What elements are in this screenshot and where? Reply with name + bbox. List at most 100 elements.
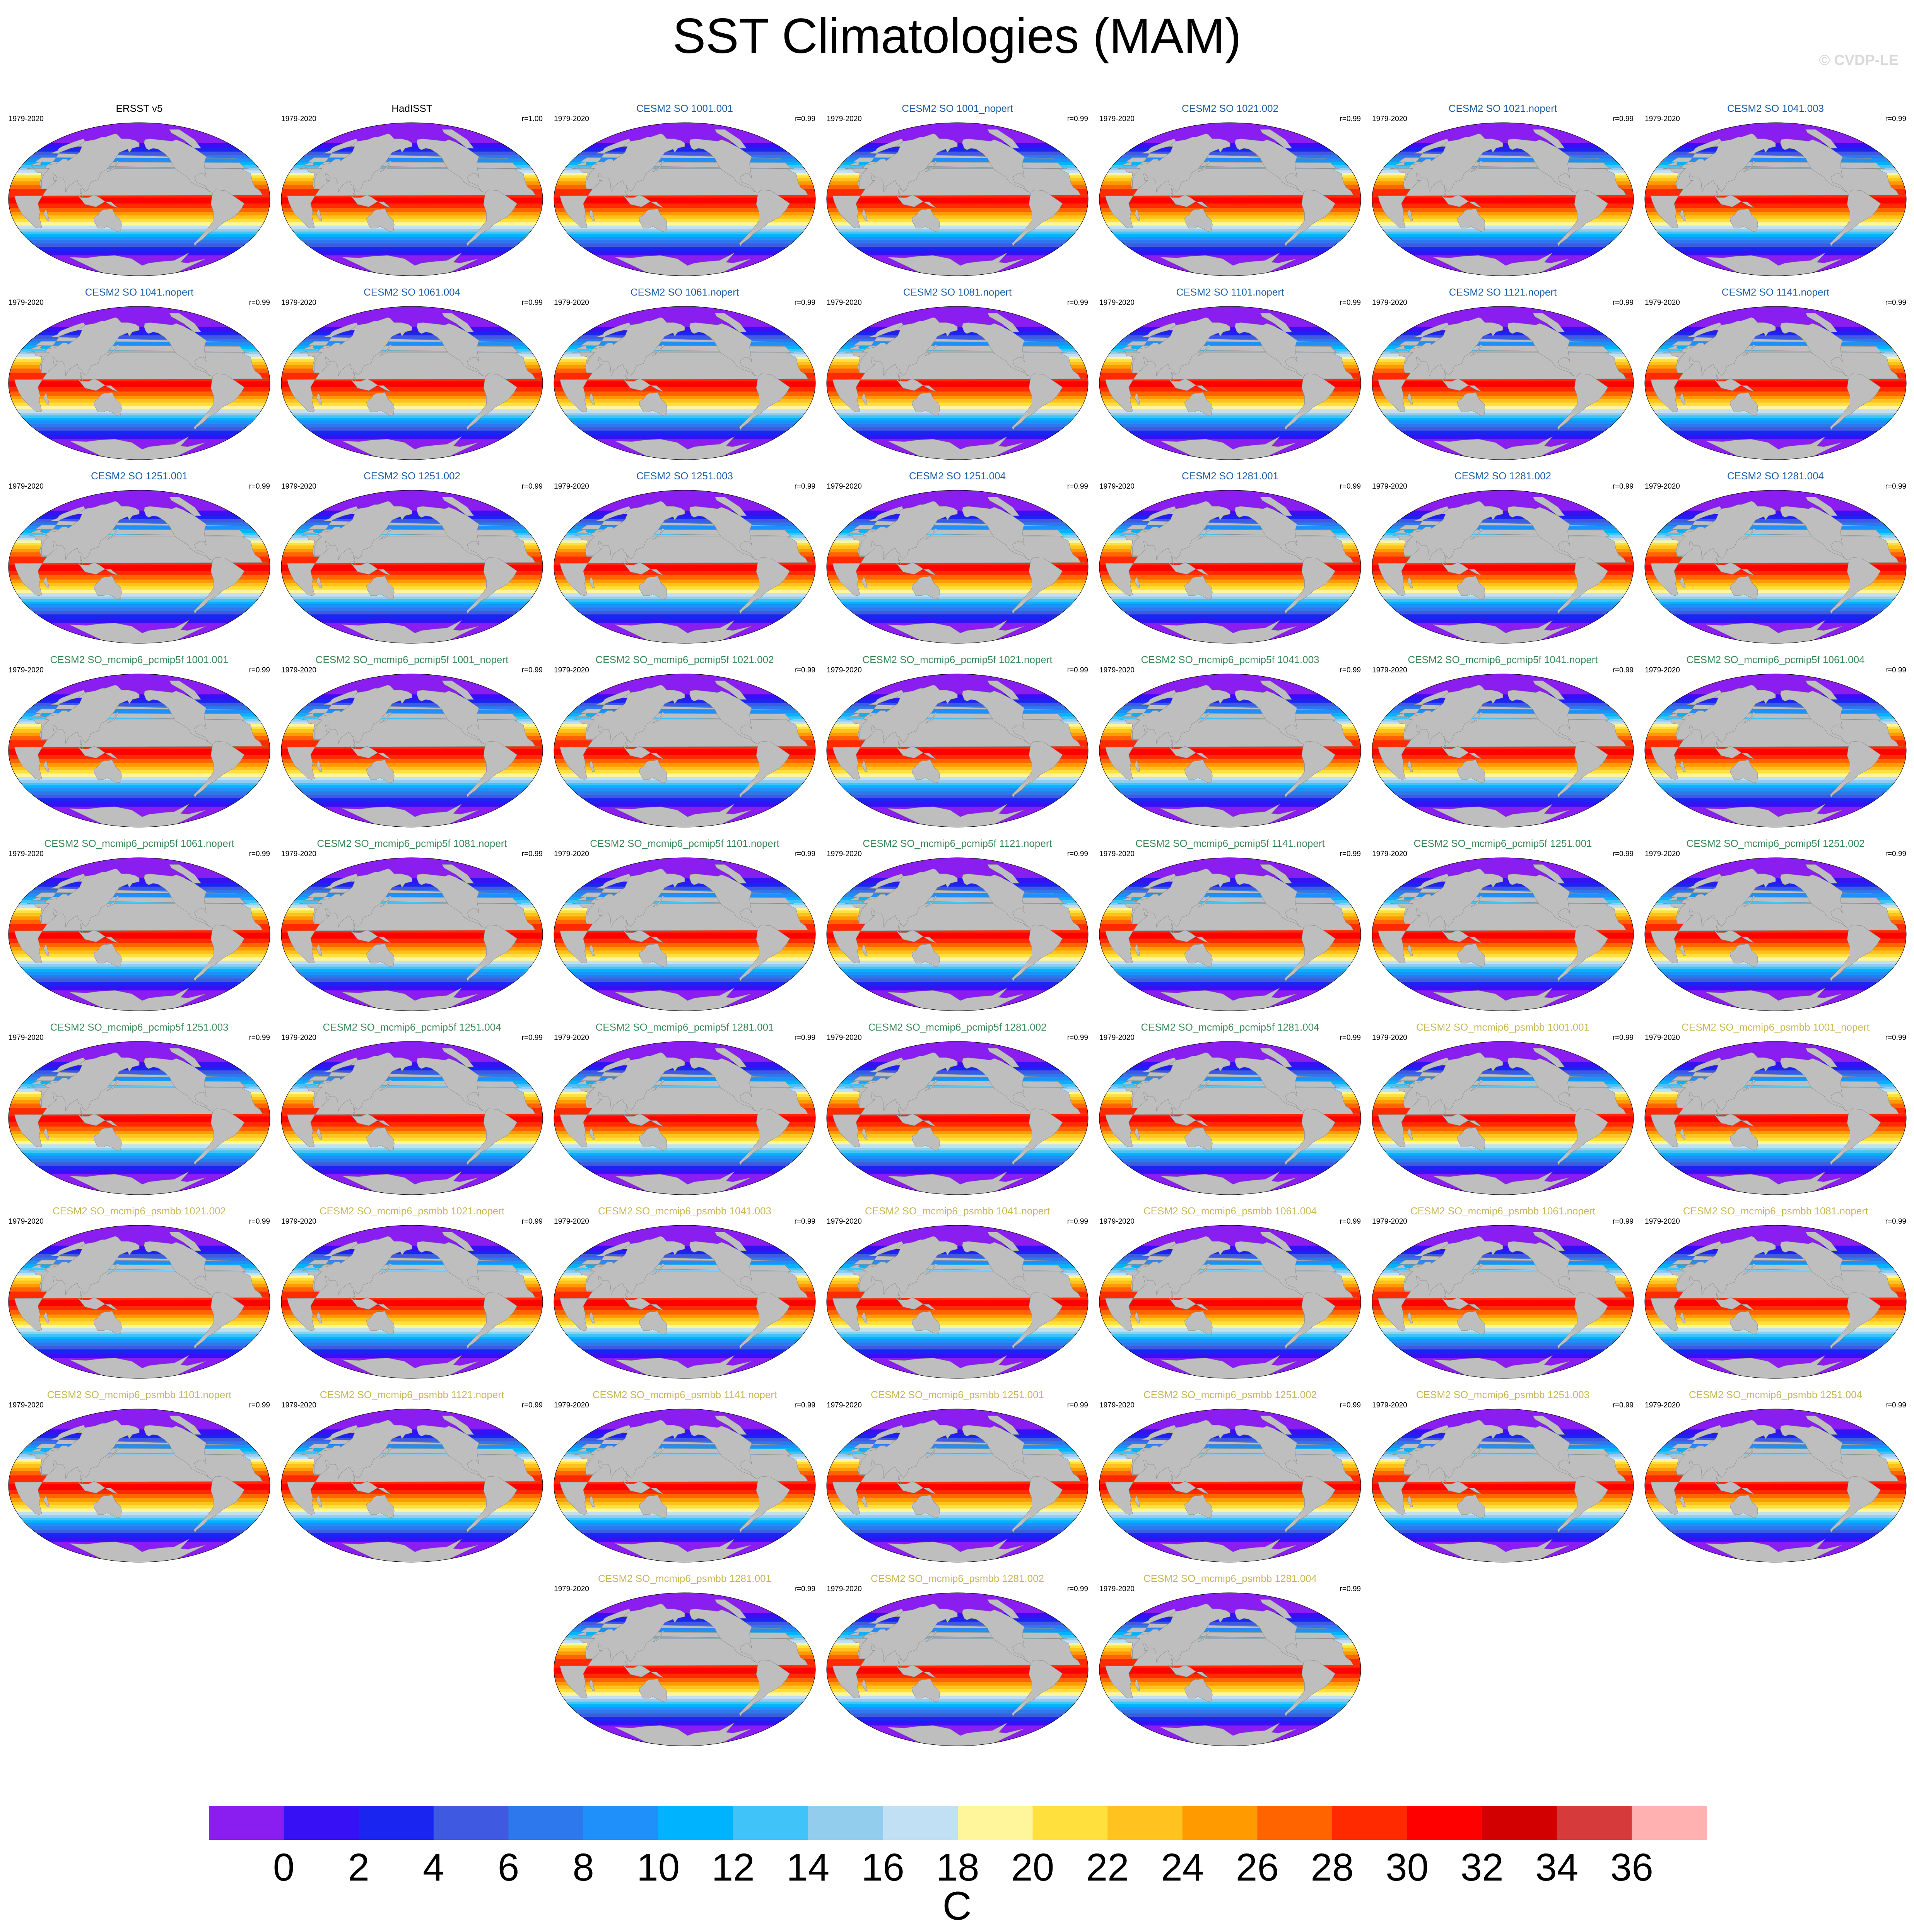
sst-band: [281, 798, 543, 803]
sst-band: [1645, 966, 1906, 969]
land-mass: [623, 746, 663, 759]
panel-period: 1979-2020: [827, 1217, 862, 1226]
sst-band: [1099, 1141, 1361, 1145]
land-mass: [1012, 1292, 1063, 1349]
sst-band: [554, 1533, 815, 1538]
land-mass: [366, 392, 395, 416]
land-mass: [77, 1297, 118, 1311]
sst-band: [827, 604, 1088, 608]
sst-band: [9, 1537, 270, 1542]
map-border: [1372, 1041, 1634, 1195]
sst-band: [1099, 1518, 1361, 1521]
sst-band: [827, 773, 1088, 777]
sst-band: [554, 583, 815, 587]
sst-band: [1099, 516, 1361, 520]
land-mass: [586, 1604, 685, 1669]
land-mass: [193, 925, 245, 981]
sst-band: [554, 1166, 815, 1170]
sst-band: [281, 614, 543, 619]
colorbar-tick-label: 32: [1460, 1846, 1504, 1889]
map-border: [281, 122, 543, 276]
sst-band: [1372, 791, 1634, 795]
sst-band: [827, 306, 1088, 327]
land-mass: [14, 168, 267, 229]
sst-band: [1645, 943, 1906, 947]
land-mass: [41, 501, 140, 566]
land-mass: [342, 253, 478, 276]
land-mass: [1677, 1236, 1776, 1301]
sst-band: [1099, 893, 1361, 897]
sst-band: [9, 424, 270, 427]
sst-band: [1372, 526, 1634, 530]
colorbar-box: [1407, 1806, 1482, 1840]
land-mass: [169, 313, 202, 332]
land-mass: [1160, 436, 1297, 460]
sst-band: [1645, 1526, 1906, 1530]
panel-correlation: r=0.99: [1885, 1217, 1906, 1226]
sst-band: [554, 399, 815, 403]
sst-band: [1372, 409, 1634, 413]
sst-band: [1099, 1438, 1361, 1442]
sst-band: [1645, 1349, 1906, 1354]
panel-title: CESM2 SO 1281.001: [1181, 470, 1279, 482]
sst-band: [281, 1153, 543, 1156]
land-mass: [366, 1494, 395, 1518]
land-mass: [1714, 746, 1754, 759]
panel-correlation: r=1.00: [521, 115, 543, 123]
panel-period: 1979-2020: [9, 1034, 44, 1042]
sst-band: [1099, 1155, 1361, 1159]
panel-period: 1979-2020: [1372, 482, 1407, 491]
sst-band: [1372, 251, 1634, 256]
sst-band: [1099, 1593, 1361, 1614]
sst-band: [1645, 1518, 1906, 1521]
sst-band: [827, 597, 1088, 600]
sst-band: [1372, 954, 1634, 957]
land-mass: [314, 869, 412, 934]
sst-band: [827, 986, 1088, 991]
sst-band: [554, 971, 815, 976]
panel-title: CESM2 SO_mcmip6_pcmip5f 1041.003: [1141, 654, 1319, 665]
land-mass: [589, 1311, 595, 1323]
land-mass: [652, 1263, 665, 1275]
land-mass: [144, 1241, 212, 1295]
sst-band: [281, 1520, 543, 1523]
sst-band: [1372, 1070, 1634, 1074]
land-mass: [350, 195, 391, 208]
sst-band: [9, 1141, 270, 1145]
land-mass: [560, 351, 812, 412]
sst-band: [9, 788, 270, 792]
sst-band: [1372, 780, 1634, 783]
panel-correlation: r=0.99: [1885, 666, 1906, 674]
sst-band: [1645, 1332, 1906, 1335]
sst-band: [1645, 883, 1906, 887]
sst-map: [1099, 122, 1361, 276]
land-mass: [316, 1495, 322, 1507]
land-mass: [1105, 351, 1358, 412]
sst-band: [9, 387, 270, 392]
land-mass: [861, 1311, 868, 1323]
land-mass: [1407, 1128, 1413, 1140]
sst-band: [1099, 571, 1361, 576]
land-mass: [1198, 896, 1210, 907]
sst-band: [827, 964, 1088, 967]
land-mass: [987, 864, 1020, 884]
land-mass: [417, 506, 484, 560]
sst-band: [281, 243, 543, 247]
map-border: [1099, 1225, 1361, 1379]
sst-band: [281, 571, 543, 576]
sst-band: [554, 1530, 815, 1534]
sst-band: [9, 1321, 270, 1325]
sst-band: [281, 1041, 543, 1062]
sst-band: [827, 858, 1088, 879]
land-mass: [1132, 869, 1230, 934]
sst-band: [1099, 1306, 1361, 1311]
land-mass: [832, 719, 1085, 780]
panel-period: 1979-2020: [1099, 482, 1135, 491]
land-mass: [1441, 1481, 1482, 1494]
sst-band: [1099, 1328, 1361, 1332]
sst-band: [281, 795, 543, 798]
sst-band: [1372, 1041, 1634, 1062]
sst-band: [827, 1494, 1088, 1499]
map-border: [8, 122, 270, 276]
sst-band: [9, 231, 270, 234]
